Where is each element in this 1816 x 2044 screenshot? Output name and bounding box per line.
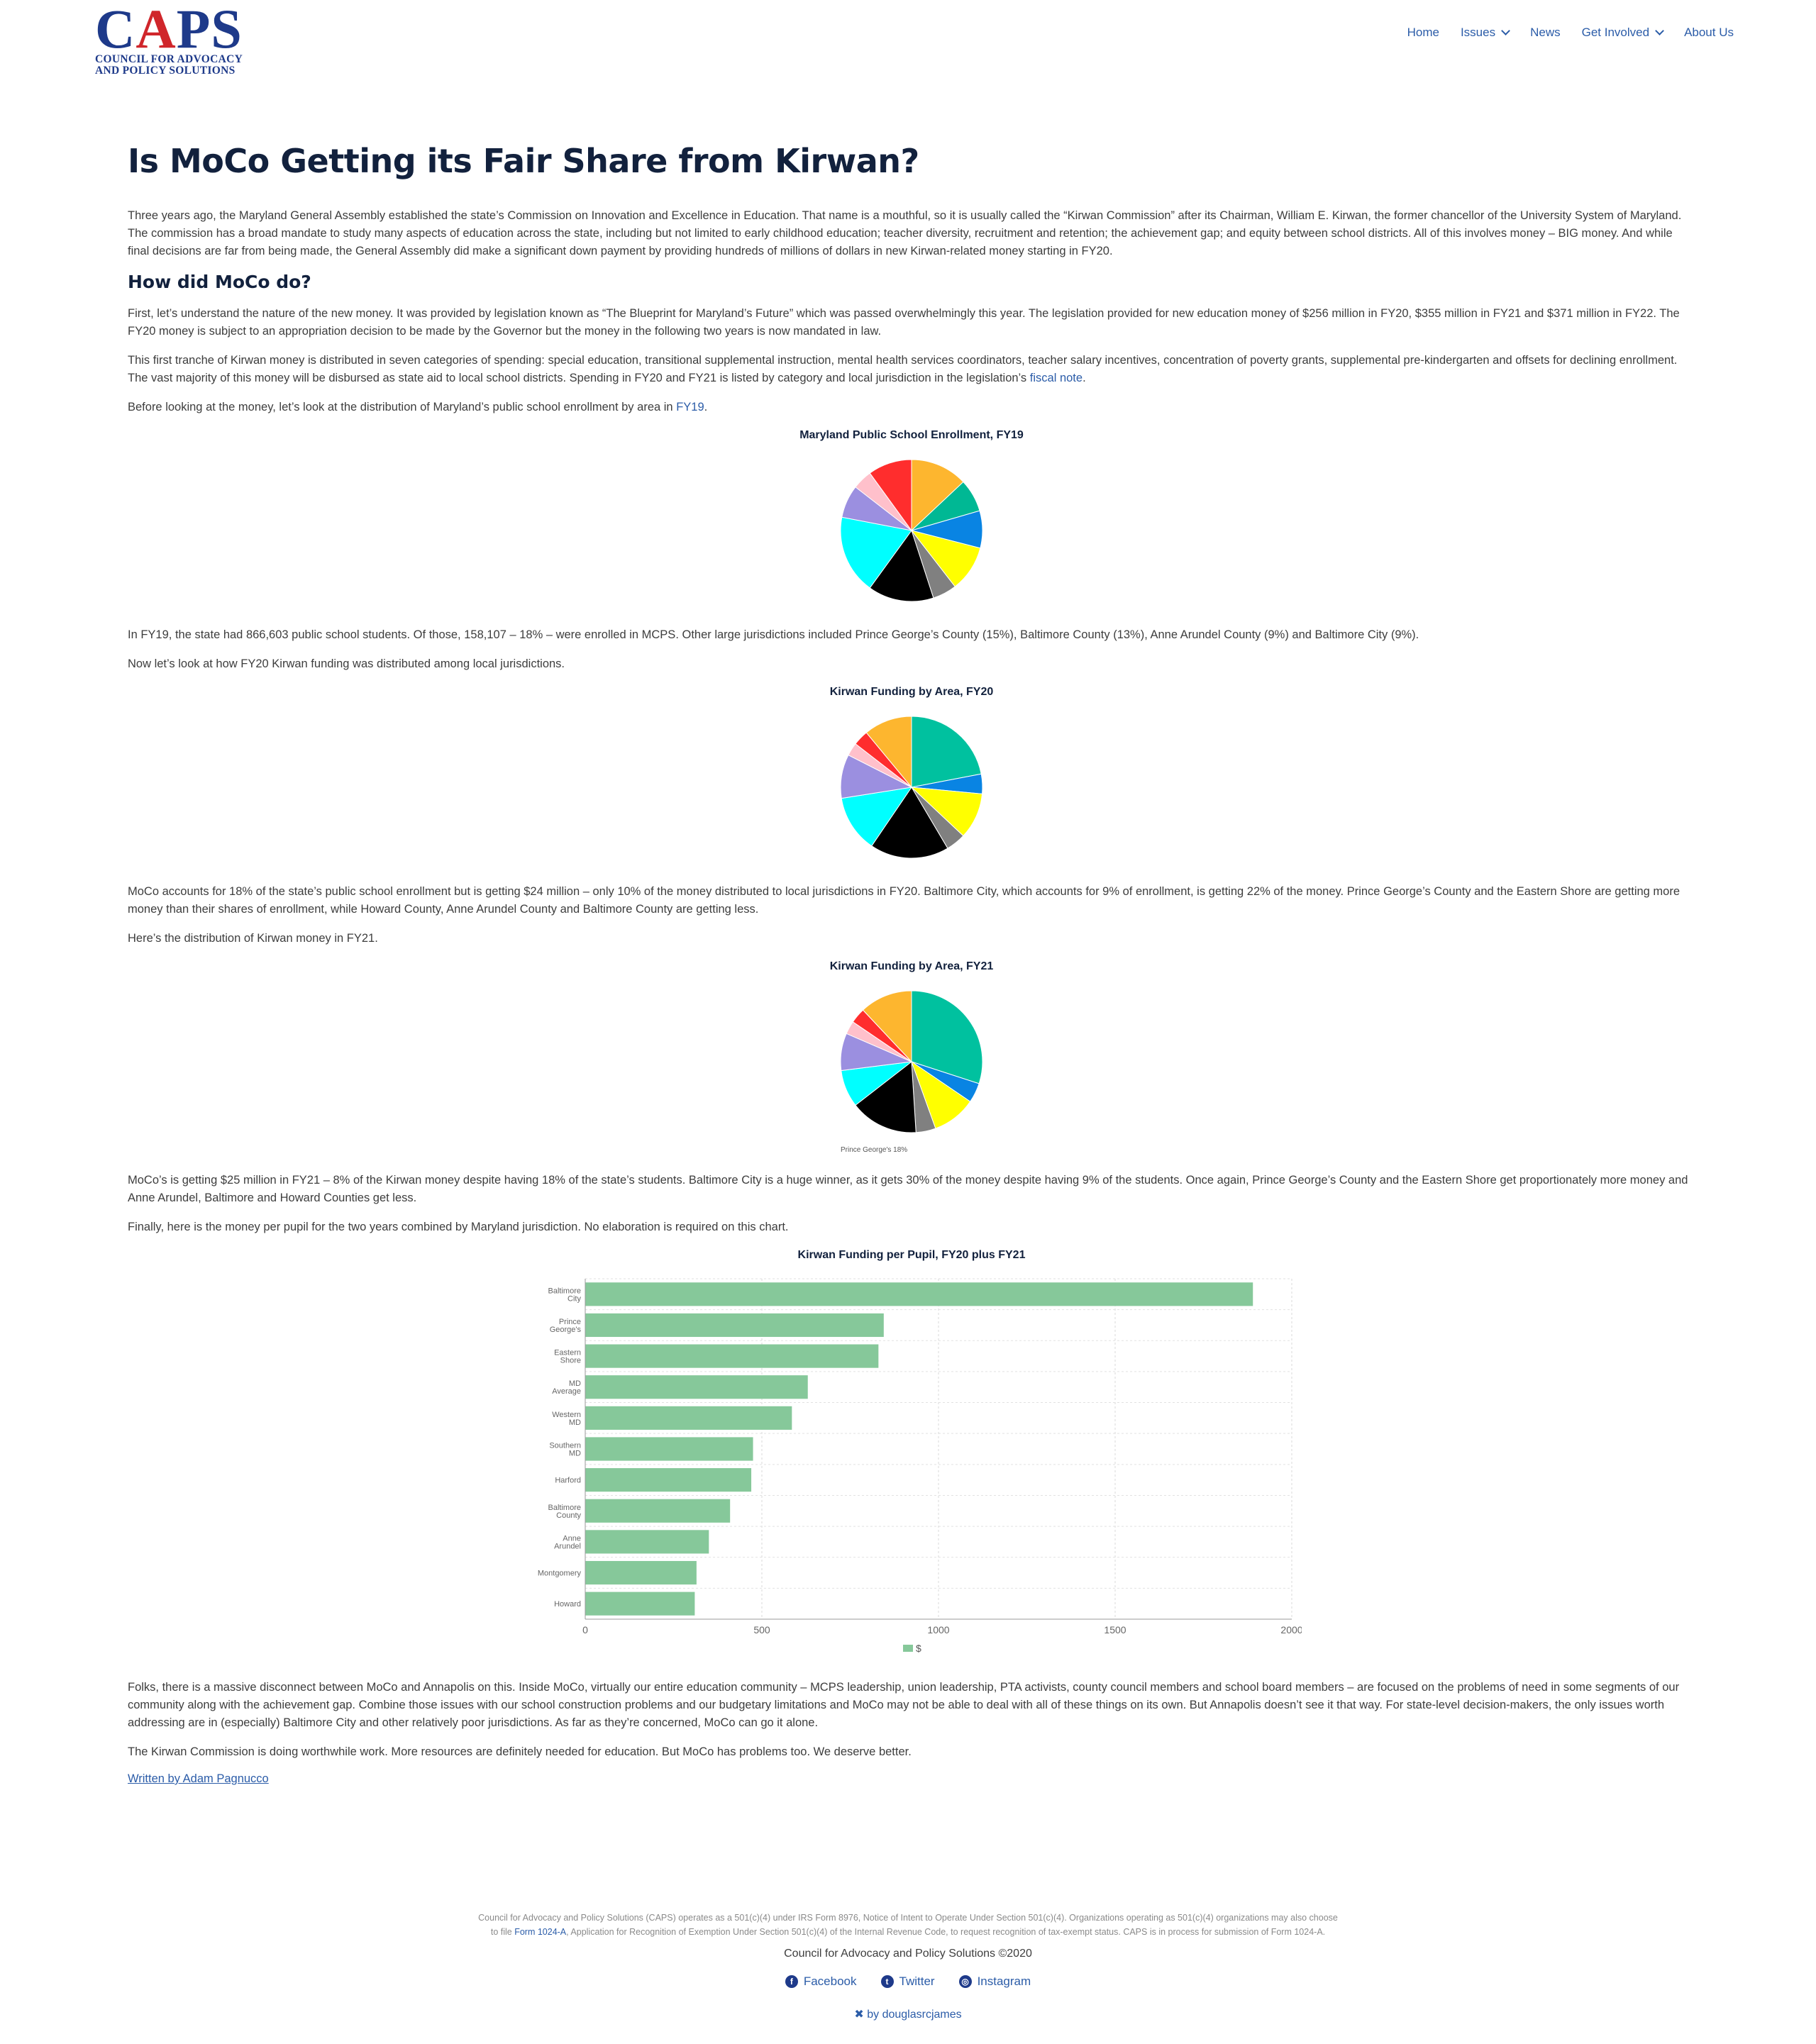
bar[interactable]: [585, 1592, 695, 1616]
legal-notice: Council for Advocacy and Policy Solution…: [478, 1913, 1338, 1937]
y-tick-label: Baltimore County: [548, 1504, 582, 1520]
bar[interactable]: [585, 1282, 1253, 1306]
chevron-down-icon: [1655, 26, 1664, 35]
nav-about-us[interactable]: About Us: [1684, 26, 1734, 39]
bar[interactable]: [585, 1530, 709, 1554]
paragraph-tranche: This first tranche of Kirwan money is di…: [128, 354, 1678, 384]
nav-news[interactable]: News: [1530, 26, 1561, 39]
bar[interactable]: [585, 1560, 697, 1585]
logo-subtitle: COUNCIL FOR ADVOCACY AND POLICY SOLUTION…: [95, 53, 243, 77]
twitter-link[interactable]: t Twitter: [880, 1974, 935, 1989]
paragraph-intro: Three years ago, the Maryland General As…: [128, 209, 1682, 257]
chevron-down-icon: [1501, 26, 1510, 35]
paragraph-per-pupil-intro: Finally, here is the money per pupil for…: [128, 1221, 789, 1233]
fiscal-note-link[interactable]: fiscal note: [1029, 372, 1083, 384]
author-link[interactable]: Written by Adam Pagnucco: [128, 1772, 269, 1785]
legend-label: $: [916, 1643, 921, 1654]
instagram-link[interactable]: ◎ Instagram: [958, 1974, 1031, 1989]
x-tick-label: 1500: [1104, 1624, 1126, 1635]
twitter-icon: t: [880, 1975, 894, 1988]
paragraph-fy21-intro: Here’s the distribution of Kirwan money …: [128, 932, 378, 945]
chart-title-enrollment: Maryland Public School Enrollment, FY19: [799, 429, 1024, 441]
y-tick-label: Howard: [554, 1600, 581, 1609]
paragraph-fy21-result: MoCo’s is getting $25 million in FY21 – …: [128, 1174, 1688, 1204]
y-tick-label: Harford: [555, 1477, 581, 1485]
wrench-icon: ✖: [854, 2009, 868, 2021]
bar-svg-per-pupil: 0 500 1000 1500 2000 Baltimore City Prince Georg…: [538, 1278, 1302, 1654]
nav-get-involved[interactable]: Get Involved: [1582, 26, 1664, 40]
pie-slice[interactable]: [911, 990, 983, 1084]
copyright: Council for Advocacy and Policy Solution…: [784, 1948, 1032, 1960]
site-footer: Council for Advocacy and Policy Solution…: [0, 1911, 1816, 2021]
pie-annotation: Prince George's 18%: [841, 1146, 907, 1154]
x-tick-label: 500: [753, 1624, 770, 1635]
section-heading: How did MoCo do?: [128, 272, 311, 292]
nav-home[interactable]: Home: [1407, 26, 1439, 39]
pie-slice[interactable]: [869, 459, 912, 532]
x-tick-label: 2000: [1280, 1624, 1302, 1635]
paragraph-conclusion: The Kirwan Commission is doing worthwhil…: [128, 1745, 912, 1758]
pie-slice[interactable]: [840, 516, 912, 589]
facebook-link[interactable]: f Facebook: [785, 1974, 857, 1989]
paragraph-enrollment-result: In FY19, the state had 866,603 public sc…: [128, 628, 1419, 641]
pie-svg-enrollment: [840, 459, 983, 602]
bar[interactable]: [585, 1344, 879, 1368]
pie-slice[interactable]: [911, 459, 964, 532]
article: Is MoCo Getting its Fair Share from Kirw…: [128, 142, 1695, 1786]
pie-svg-fy20: [840, 716, 983, 859]
y-tick-label: Prince George's: [550, 1318, 582, 1334]
y-tick-label: Anne Arundel: [554, 1534, 581, 1550]
main-nav: Home Issues News Get Involved About Us: [1407, 26, 1734, 40]
pie-slice[interactable]: [871, 787, 948, 859]
pie-chart-fy20: [128, 706, 1695, 869]
legend-swatch: [903, 1645, 913, 1652]
bar[interactable]: [585, 1437, 753, 1461]
pie-slice[interactable]: [869, 529, 934, 602]
y-tick-label: Western MD: [552, 1411, 581, 1427]
pie-slice[interactable]: [855, 1061, 917, 1133]
bar[interactable]: [585, 1375, 808, 1399]
y-tick-label: Montgomery: [538, 1570, 582, 1578]
y-tick-label: Baltimore City: [548, 1287, 582, 1303]
pie-slice[interactable]: [865, 716, 912, 789]
x-tick-label: 0: [582, 1624, 588, 1635]
caps-logo[interactable]: CAPS COUNCIL FOR ADVOCACY AND POLICY SOL…: [95, 0, 244, 77]
bar[interactable]: [585, 1499, 731, 1523]
logo-wordmark: CAPS: [95, 0, 243, 60]
x-tick-label: 1000: [927, 1624, 949, 1635]
site-header: CAPS COUNCIL FOR ADVOCACY AND POLICY SOL…: [0, 0, 1816, 78]
pie-chart-fy21: Prince George's 18%: [128, 980, 1695, 1157]
form-1024a-link[interactable]: Form 1024-A: [514, 1927, 567, 1937]
paragraph-fy20-intro: Now let’s look at how FY20 Kirwan fundin…: [128, 657, 565, 670]
instagram-icon: ◎: [958, 1975, 972, 1988]
paragraph-blueprint: First, let’s understand the nature of th…: [128, 307, 1680, 338]
chart-title-per-pupil: Kirwan Funding per Pupil, FY20 plus FY21: [797, 1249, 1026, 1261]
paragraph-fy20-result: MoCo accounts for 18% of the state’s pub…: [128, 885, 1681, 916]
y-tick-label: Southern MD: [549, 1442, 581, 1458]
bar[interactable]: [585, 1313, 884, 1338]
social-links: f Facebook t Twitter ◎ Instagram: [0, 1974, 1816, 1989]
bar[interactable]: [585, 1468, 752, 1492]
paragraph-enrollment-intro: Before looking at the money, let’s look …: [128, 401, 708, 413]
bar[interactable]: [585, 1406, 792, 1430]
pie-svg-fy21: Prince George's 18%: [840, 990, 983, 1154]
chart-title-fy20: Kirwan Funding by Area, FY20: [829, 686, 994, 698]
bar-chart-per-pupil: 0 500 1000 1500 2000 Baltimore City Prince Georg…: [128, 1267, 1695, 1665]
chart-title-fy21: Kirwan Funding by Area, FY21: [829, 960, 994, 972]
y-tick-label: Eastern Shore: [554, 1349, 581, 1365]
pie-slice[interactable]: [841, 787, 913, 847]
paragraph-disconnect: Folks, there is a massive disconnect bet…: [128, 1681, 1680, 1729]
fy19-link[interactable]: FY19: [676, 401, 704, 413]
pie-slice[interactable]: [911, 716, 982, 788]
facebook-icon: f: [785, 1975, 798, 1988]
pie-slice[interactable]: [862, 990, 912, 1063]
nav-issues[interactable]: Issues: [1461, 26, 1510, 40]
page-title: Is MoCo Getting its Fair Share from Kirw…: [128, 142, 919, 180]
pie-chart-enrollment: [128, 449, 1695, 612]
developer-credit[interactable]: ✖ by douglasrcjames: [854, 2009, 962, 2021]
y-tick-label: MD Average: [552, 1379, 581, 1396]
